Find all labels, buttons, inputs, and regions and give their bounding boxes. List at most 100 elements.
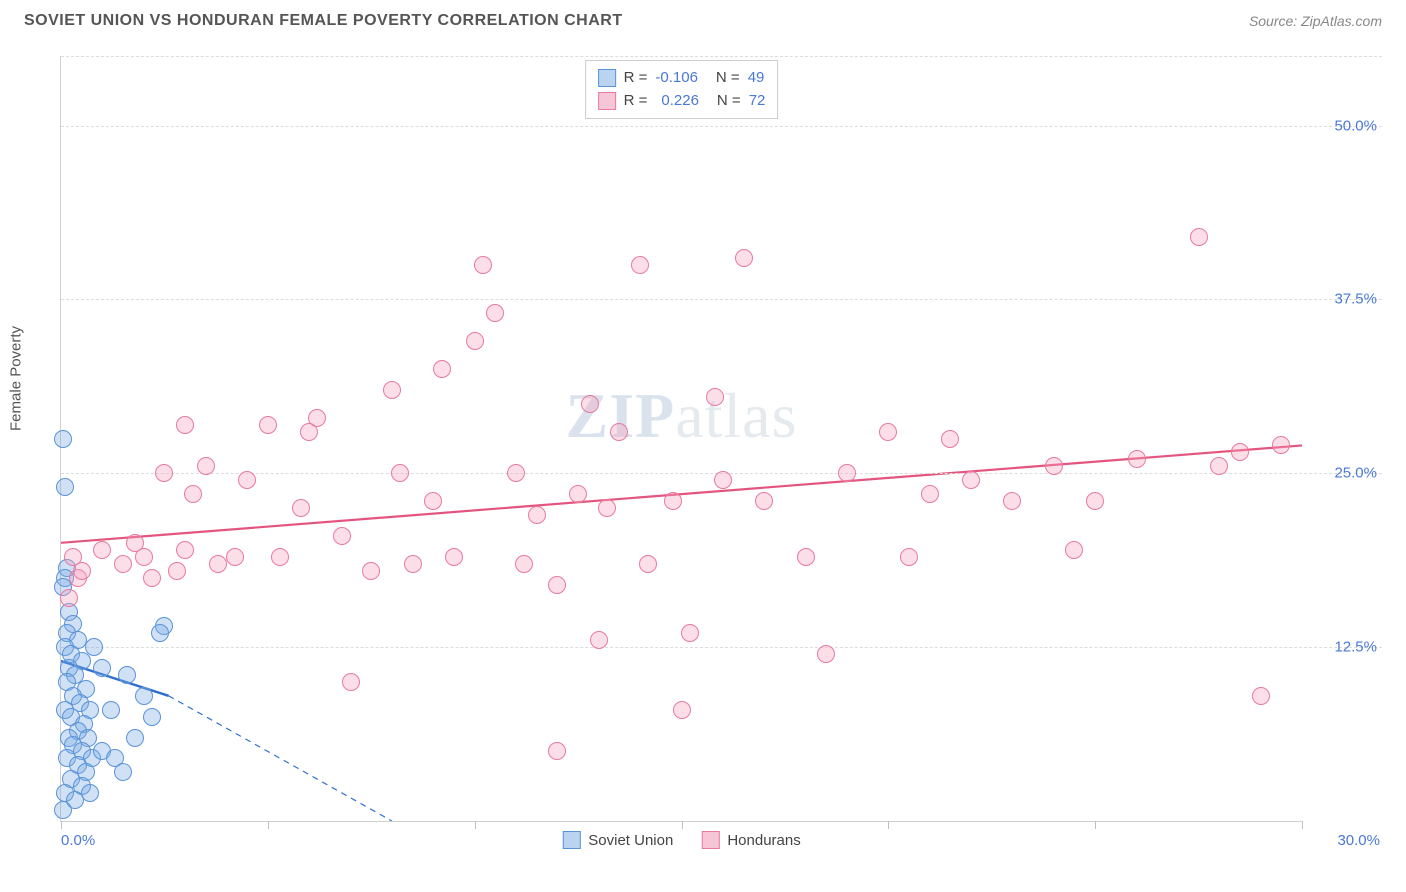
data-point bbox=[1045, 457, 1063, 475]
data-point bbox=[54, 430, 72, 448]
data-point bbox=[102, 701, 120, 719]
xtick bbox=[268, 821, 269, 829]
data-point bbox=[569, 485, 587, 503]
swatch-honduran bbox=[598, 92, 616, 110]
trend-line bbox=[169, 696, 392, 821]
data-point bbox=[155, 464, 173, 482]
plot-area: ZIPatlas R = -0.106 N = 49 R = 0.226 N =… bbox=[60, 56, 1302, 822]
data-point bbox=[404, 555, 422, 573]
data-point bbox=[56, 478, 74, 496]
trend-line bbox=[61, 445, 1302, 542]
legend-item-honduran: Hondurans bbox=[701, 831, 800, 849]
ytick-label: 25.0% bbox=[1307, 465, 1377, 482]
data-point bbox=[838, 464, 856, 482]
data-point bbox=[93, 541, 111, 559]
data-point bbox=[797, 548, 815, 566]
data-point bbox=[528, 506, 546, 524]
data-point bbox=[631, 256, 649, 274]
gridline-y bbox=[61, 299, 1382, 300]
data-point bbox=[879, 423, 897, 441]
legend-row-soviet: R = -0.106 N = 49 bbox=[598, 67, 766, 90]
data-point bbox=[1272, 436, 1290, 454]
data-point bbox=[176, 416, 194, 434]
xtick-label: 0.0% bbox=[61, 832, 95, 849]
data-point bbox=[54, 801, 72, 819]
xtick bbox=[888, 821, 889, 829]
data-point bbox=[486, 304, 504, 322]
data-point bbox=[226, 548, 244, 566]
data-point bbox=[706, 388, 724, 406]
data-point bbox=[581, 395, 599, 413]
data-point bbox=[135, 548, 153, 566]
data-point bbox=[383, 381, 401, 399]
swatch-soviet bbox=[598, 69, 616, 87]
data-point bbox=[300, 423, 318, 441]
swatch-soviet bbox=[562, 831, 580, 849]
watermark: ZIPatlas bbox=[566, 379, 798, 453]
data-point bbox=[184, 485, 202, 503]
data-point bbox=[673, 701, 691, 719]
y-axis-label: Female Poverty bbox=[8, 326, 25, 431]
ytick-label: 37.5% bbox=[1307, 291, 1377, 308]
data-point bbox=[1065, 541, 1083, 559]
data-point bbox=[598, 499, 616, 517]
data-point bbox=[424, 492, 442, 510]
data-point bbox=[900, 548, 918, 566]
legend-item-soviet: Soviet Union bbox=[562, 831, 673, 849]
data-point bbox=[333, 527, 351, 545]
data-point bbox=[548, 576, 566, 594]
data-point bbox=[1190, 228, 1208, 246]
gridline-y bbox=[61, 126, 1382, 127]
xtick bbox=[1095, 821, 1096, 829]
data-point bbox=[60, 589, 78, 607]
data-point bbox=[962, 471, 980, 489]
data-point bbox=[590, 631, 608, 649]
data-point bbox=[755, 492, 773, 510]
xtick-label: 30.0% bbox=[1337, 832, 1380, 849]
data-point bbox=[548, 742, 566, 760]
data-point bbox=[135, 687, 153, 705]
data-point bbox=[515, 555, 533, 573]
xtick bbox=[475, 821, 476, 829]
data-point bbox=[362, 562, 380, 580]
data-point bbox=[474, 256, 492, 274]
xtick bbox=[1302, 821, 1303, 829]
data-point bbox=[921, 485, 939, 503]
data-point bbox=[639, 555, 657, 573]
data-point bbox=[1086, 492, 1104, 510]
chart-title: SOVIET UNION VS HONDURAN FEMALE POVERTY … bbox=[24, 12, 623, 30]
data-point bbox=[118, 666, 136, 684]
data-point bbox=[466, 332, 484, 350]
correlation-legend: R = -0.106 N = 49 R = 0.226 N = 72 bbox=[585, 60, 779, 119]
data-point bbox=[143, 569, 161, 587]
data-point bbox=[126, 729, 144, 747]
data-point bbox=[197, 457, 215, 475]
data-point bbox=[1128, 450, 1146, 468]
ytick-label: 12.5% bbox=[1307, 639, 1377, 656]
data-point bbox=[176, 541, 194, 559]
data-point bbox=[143, 708, 161, 726]
xtick bbox=[61, 821, 62, 829]
data-point bbox=[93, 659, 111, 677]
legend-row-honduran: R = 0.226 N = 72 bbox=[598, 90, 766, 113]
swatch-honduran bbox=[701, 831, 719, 849]
data-point bbox=[1252, 687, 1270, 705]
data-point bbox=[259, 416, 277, 434]
data-point bbox=[114, 763, 132, 781]
xtick bbox=[682, 821, 683, 829]
data-point bbox=[1003, 492, 1021, 510]
data-point bbox=[1210, 457, 1228, 475]
data-point bbox=[292, 499, 310, 517]
data-point bbox=[507, 464, 525, 482]
data-point bbox=[817, 645, 835, 663]
chart-container: Female Poverty ZIPatlas R = -0.106 N = 4… bbox=[60, 56, 1382, 852]
data-point bbox=[342, 673, 360, 691]
data-point bbox=[271, 548, 289, 566]
data-point bbox=[114, 555, 132, 573]
data-point bbox=[941, 430, 959, 448]
data-point bbox=[610, 423, 628, 441]
data-point bbox=[85, 638, 103, 656]
chart-source: Source: ZipAtlas.com bbox=[1249, 13, 1382, 29]
data-point bbox=[73, 562, 91, 580]
series-legend: Soviet Union Hondurans bbox=[562, 831, 800, 849]
